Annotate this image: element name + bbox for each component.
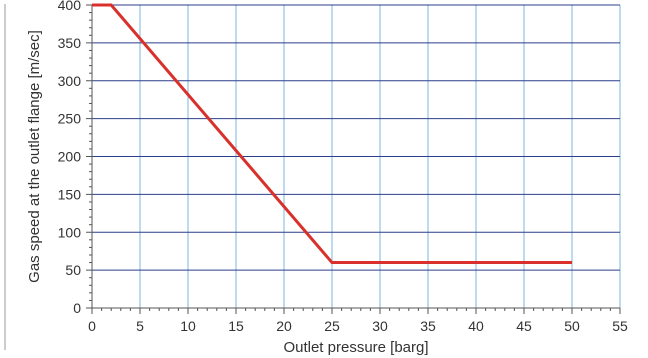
x-tick-label: 50 xyxy=(564,318,580,334)
y-tick-label: 250 xyxy=(58,111,82,127)
x-tick-label: 20 xyxy=(276,318,292,334)
x-axis-title: Outlet pressure [barg] xyxy=(283,339,428,356)
y-tick-label: 400 xyxy=(58,0,82,13)
x-tick-label: 15 xyxy=(228,318,244,334)
x-tick-label: 35 xyxy=(420,318,436,334)
y-tick-label: 350 xyxy=(58,35,82,51)
x-tick-label: 25 xyxy=(324,318,340,334)
x-tick-label: 45 xyxy=(516,318,532,334)
x-tick-label: 40 xyxy=(468,318,484,334)
x-tick-label: 0 xyxy=(88,318,96,334)
y-tick-label: 100 xyxy=(58,224,82,240)
series-line xyxy=(92,3,572,265)
y-tick-label: 200 xyxy=(58,149,82,165)
y-tick-label: 150 xyxy=(58,186,82,202)
x-tick-label: 10 xyxy=(180,318,196,334)
x-tick-label: 30 xyxy=(372,318,388,334)
y-tick-label: 300 xyxy=(58,73,82,89)
axes xyxy=(86,4,621,314)
y-axis-title: Gas speed at the outlet flange [m/sec] xyxy=(26,30,43,283)
y-tick-label: 50 xyxy=(65,262,81,278)
x-tick-label: 5 xyxy=(136,318,144,334)
y-tick-label: 0 xyxy=(73,300,81,316)
x-tick-label: 55 xyxy=(612,318,628,334)
grid xyxy=(92,4,621,308)
x-tick-labels: 0 5 10 15 20 25 30 35 40 45 50 55 xyxy=(88,318,628,334)
series-group xyxy=(92,3,572,265)
y-tick-labels: 0 50 100 150 200 250 300 350 400 xyxy=(58,0,82,316)
